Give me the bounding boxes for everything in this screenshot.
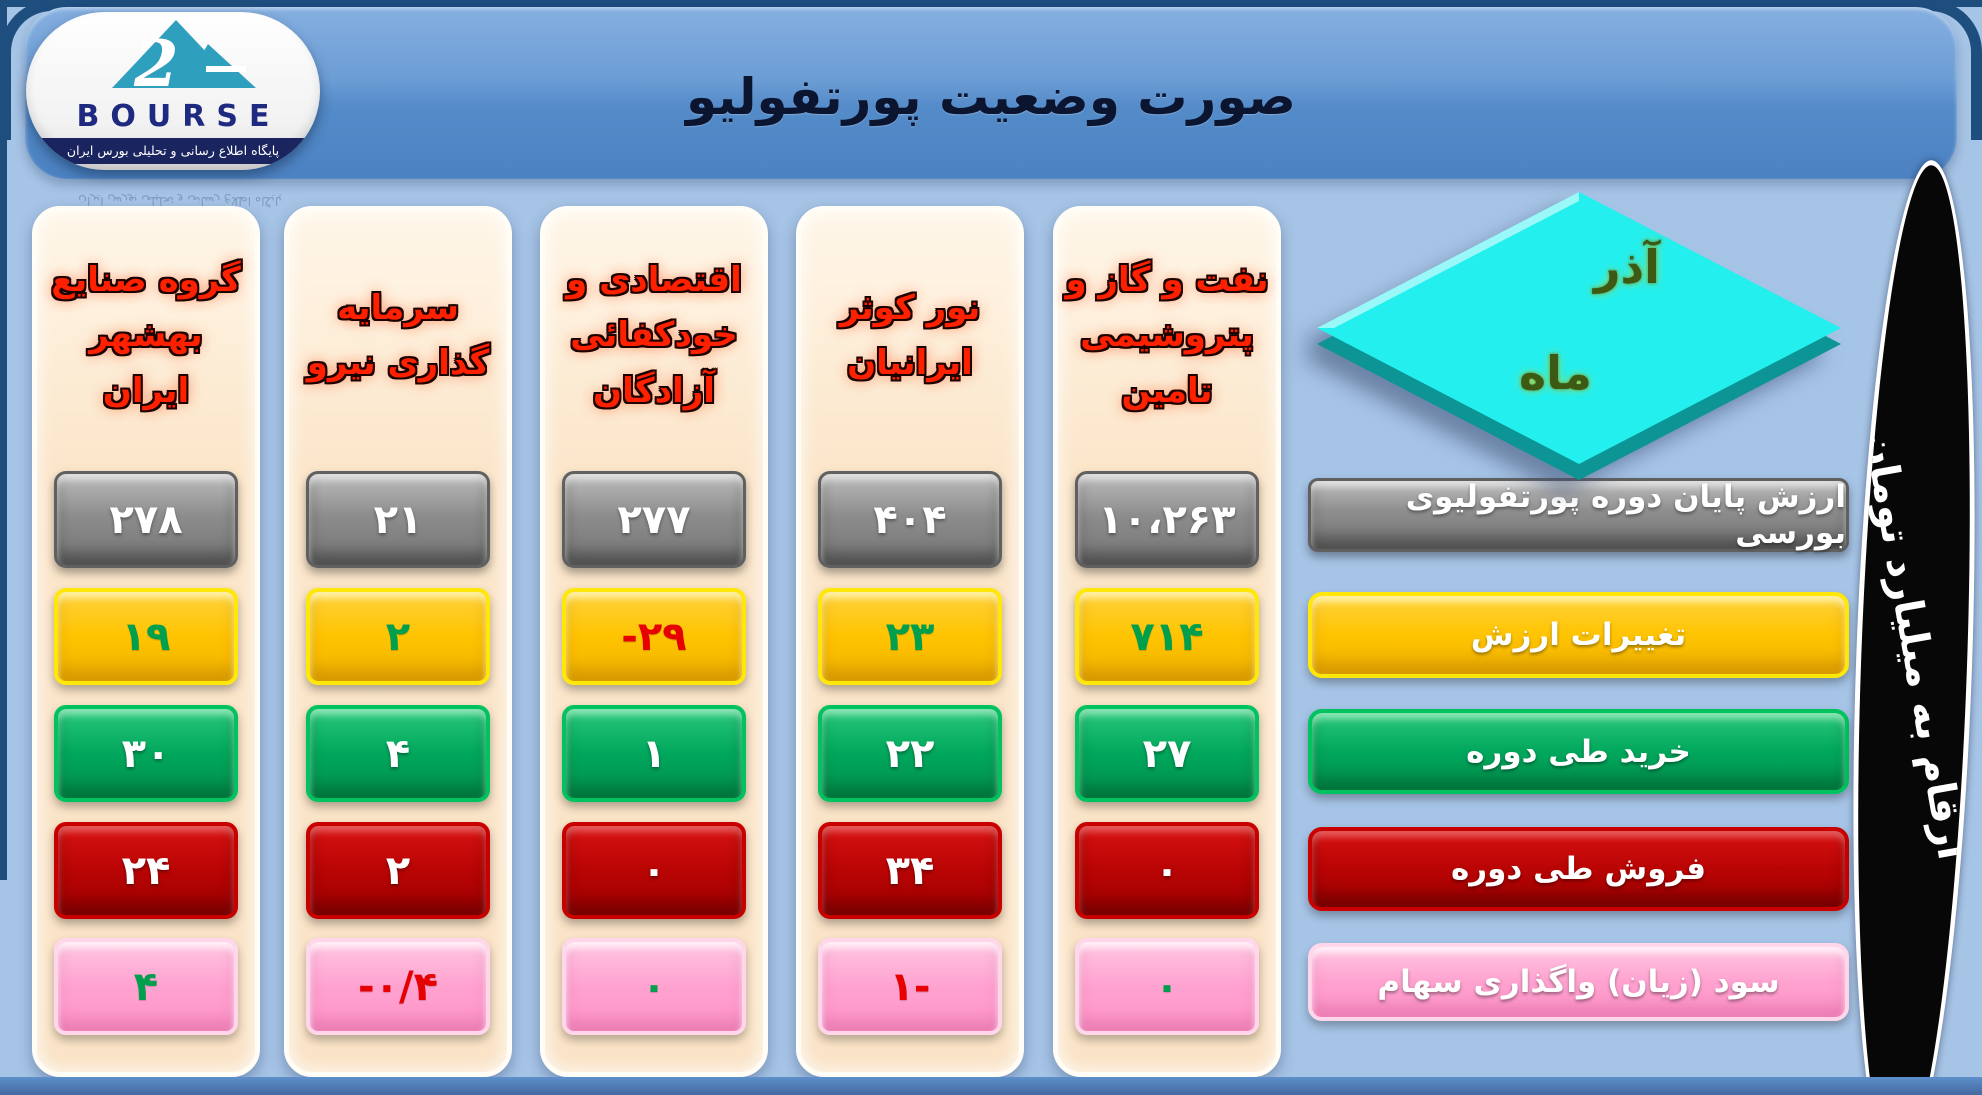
month-word: ماه xyxy=(1519,346,1592,400)
logo-tagline: پایگاه اطلاع رسانی و تحلیلی بورس ایران xyxy=(36,138,310,164)
frame-topleft-corner xyxy=(0,0,140,140)
end-value-cell: ۲۱ xyxy=(306,471,490,568)
unit-note-text: ارقام به میلیارد تومان xyxy=(1854,426,1976,864)
buys-cell: ۱ xyxy=(562,705,746,802)
value-change-cell: -۲۹ xyxy=(562,588,746,685)
company-name: گروه صنایع بهشهر ایران xyxy=(51,260,241,411)
buys-cell: ۲۲ xyxy=(818,705,1002,802)
bourse24-logo[interactable]: 2 BOURSE پایگاه اطلاع رسانی و تحلیلی بور… xyxy=(26,12,320,170)
profit-loss-cell: ۰ xyxy=(562,938,746,1035)
value-change-cell: ۱۹ xyxy=(54,588,238,685)
profit-loss-cell: ۴ xyxy=(54,938,238,1035)
page-title: صورت وضعیت پورتفولیو xyxy=(685,68,1296,126)
month-badge: آذر ماه xyxy=(1314,188,1845,480)
row-label-sells-during-period: فروش طی دوره xyxy=(1308,827,1849,911)
company-name: نور کوثر ایرانیان xyxy=(839,287,981,383)
company-name: نفت و گاز و پتروشیمی تامین xyxy=(1065,260,1269,411)
row-label-value-changes: تغییرات ارزش xyxy=(1308,592,1849,678)
svg-text:2: 2 xyxy=(133,27,179,96)
row-label-end-period-value: ارزش پایان دوره پورتفولیوی بورسی xyxy=(1308,478,1849,552)
buys-cell: ۲۷ xyxy=(1075,705,1259,802)
sells-cell: ۲ xyxy=(306,822,490,919)
value-change-cell: ۲ xyxy=(306,588,490,685)
diamond-shape-icon xyxy=(1317,192,1841,480)
company-column-noor-kowsar: نور کوثر ایرانیان ۴۰۴ ۲۳ ۲۲ ۳۴ ۱- xyxy=(796,206,1024,1077)
row-label-share-transfer-profit-loss: سود (زیان) واگذاری سهام xyxy=(1308,943,1849,1021)
buys-cell: ۴ xyxy=(306,705,490,802)
company-name: اقتصادی و خودکفائی آزادگان xyxy=(566,260,742,411)
frame-left-edge xyxy=(0,0,7,880)
sells-cell: ۰ xyxy=(1075,822,1259,919)
row-label-buys-during-period: خرید طی دوره xyxy=(1308,709,1849,794)
sells-cell: ۳۴ xyxy=(818,822,1002,919)
end-value-cell: ۲۷۸ xyxy=(54,471,238,568)
frame-top-edge xyxy=(0,0,1982,7)
end-value-cell: ۱۰،۲۶۳ xyxy=(1075,471,1259,568)
buys-cell: ۳۰ xyxy=(54,705,238,802)
sells-cell: ۰ xyxy=(562,822,746,919)
end-value-cell: ۴۰۴ xyxy=(818,471,1002,568)
value-change-cell: ۲۳ xyxy=(818,588,1002,685)
header-band xyxy=(25,7,1957,179)
profit-loss-cell: ۰ xyxy=(1075,938,1259,1035)
logo-24-mountain-icon: 2 xyxy=(112,20,256,96)
company-column-behshahr-industries: گروه صنایع بهشهر ایران ۲۷۸ ۱۹ ۳۰ ۲۴ ۴ xyxy=(32,206,260,1077)
end-value-cell: ۲۷۷ xyxy=(562,471,746,568)
company-name: سرمایه گذاری نیرو xyxy=(306,287,490,383)
company-column-tamin-oil-gas-petrochemical: نفت و گاز و پتروشیمی تامین ۱۰،۲۶۳ ۷۱۴ ۲۷… xyxy=(1053,206,1281,1077)
unit-note-ellipse: ارقام به میلیارد تومان xyxy=(1838,158,1982,1095)
sells-cell: ۲۴ xyxy=(54,822,238,919)
profit-loss-cell: -۰/۴ xyxy=(306,938,490,1035)
value-change-cell: ۷۱۴ xyxy=(1075,588,1259,685)
logo-brand-text: BOURSE xyxy=(76,99,281,134)
company-column-azadegan: اقتصادی و خودکفائی آزادگان ۲۷۷ -۲۹ ۱ ۰ ۰ xyxy=(540,206,768,1077)
month-name: آذر xyxy=(1594,240,1660,294)
company-column-niroo-investment: سرمایه گذاری نیرو ۲۱ ۲ ۴ ۲ -۰/۴ xyxy=(284,206,512,1077)
frame-topright-corner xyxy=(1842,0,1982,140)
bottom-edge-bar xyxy=(0,1077,1982,1095)
profit-loss-cell: ۱- xyxy=(818,938,1002,1035)
